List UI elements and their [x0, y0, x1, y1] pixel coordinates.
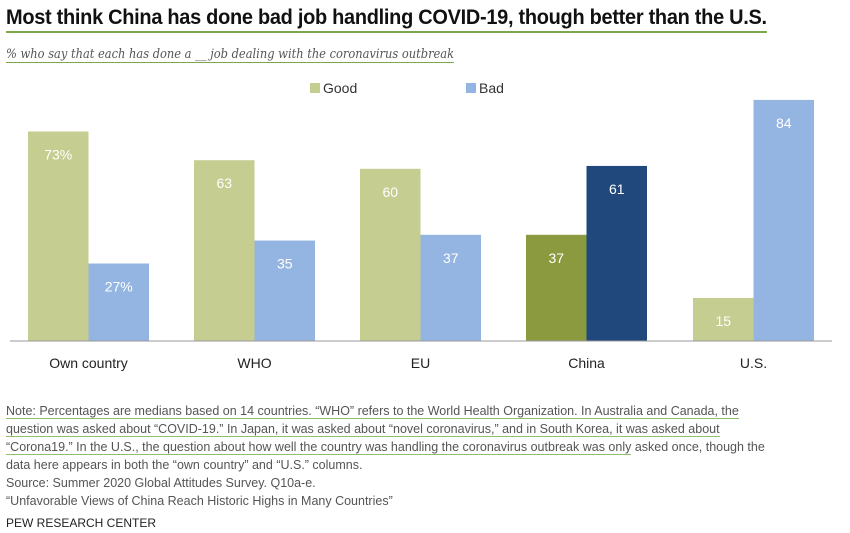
footer-brand: PEW RESEARCH CENTER	[6, 516, 157, 530]
bar-bad-3	[586, 165, 647, 341]
bar-chart: 73% 27% Own country 63 35 WHO 60 37 EU 37 61 China 1…	[10, 99, 832, 371]
bar-bad-4	[753, 99, 814, 341]
legend-bad-label: Bad	[479, 80, 504, 96]
data-label: 37	[548, 250, 564, 266]
data-label: 61	[609, 181, 625, 197]
bar-good-4	[693, 297, 754, 341]
notes: Note: Percentages are medians based on 1…	[6, 402, 836, 510]
bar-bad-0	[88, 263, 149, 341]
data-label: 60	[382, 184, 398, 200]
bar-good-1	[194, 160, 255, 341]
bar-bad-1	[254, 240, 315, 341]
note-line-3: “Corona19.” In the U.S., the question ab…	[6, 440, 632, 455]
legend-good: Good	[310, 80, 357, 96]
bar-good-0	[28, 131, 89, 341]
bar-bad-2	[420, 234, 481, 341]
chart-title: Most think China has done bad job handli…	[6, 6, 767, 33]
legend-bad: Bad	[466, 80, 504, 96]
category-label: China	[568, 355, 605, 371]
data-label: 37	[443, 250, 459, 266]
source: Source: Summer 2020 Global Attitudes Sur…	[6, 476, 316, 490]
data-label: 35	[277, 256, 293, 272]
data-label: 73%	[44, 146, 72, 162]
note-line-1: Note: Percentages are medians based on 1…	[6, 404, 739, 419]
chart-subtitle: % who say that each has done a __ job de…	[6, 47, 455, 63]
legend-good-label: Good	[323, 80, 358, 96]
category-label: U.S.	[740, 355, 767, 371]
data-label: 84	[776, 115, 792, 131]
legend-good-swatch	[310, 83, 320, 93]
bar-good-3	[526, 234, 587, 341]
bar-good-2	[360, 168, 421, 341]
note-line-4: data here appears in both the “own count…	[6, 458, 363, 472]
report-title: “Unfavorable Views of China Reach Histor…	[6, 494, 393, 508]
data-label: 27%	[105, 279, 133, 295]
category-label: WHO	[237, 355, 271, 371]
category-label: EU	[411, 355, 430, 371]
data-label: 63	[216, 175, 232, 191]
category-label: Own country	[49, 355, 128, 371]
data-label: 15	[715, 313, 731, 329]
legend-bad-swatch	[466, 83, 476, 93]
note-line-3-rest: asked once, though the	[631, 440, 765, 454]
note-line-2: question was asked about “COVID-19.” In …	[6, 422, 720, 437]
